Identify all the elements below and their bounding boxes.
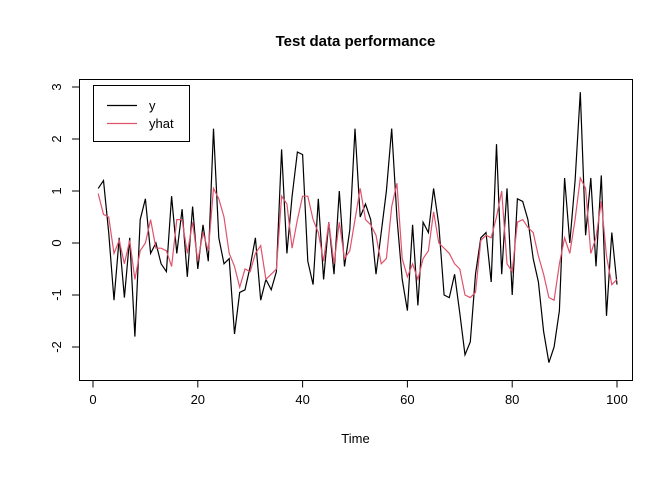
x-tick-label: 80 <box>505 392 519 407</box>
x-tick-label: 0 <box>89 392 96 407</box>
x-tick-label: 100 <box>606 392 628 407</box>
legend-label-y: y <box>149 98 156 113</box>
legend-box: y yhat <box>93 85 190 142</box>
series-line-yhat <box>97 175 618 302</box>
y-tick-label: -2 <box>49 341 64 353</box>
y-tick-label: 2 <box>49 135 64 142</box>
y-tick-label: 1 <box>49 187 64 194</box>
legend-label-yhat: yhat <box>149 116 174 131</box>
x-axis-title: Time <box>341 431 369 446</box>
series-line-y <box>97 92 618 363</box>
series-lines-layer <box>97 92 618 363</box>
legend-border <box>93 85 190 142</box>
y-tick-label: 3 <box>49 83 64 90</box>
x-tick-label: 40 <box>295 392 309 407</box>
chart-title: Test data performance <box>276 33 436 50</box>
axis-ticks-layer: 0 20 40 60 80 100 -2 -1 0 1 2 3 <box>49 83 628 407</box>
x-tick-label: 60 <box>400 392 414 407</box>
y-tick-label: 0 <box>49 239 64 246</box>
x-tick-label: 20 <box>191 392 205 407</box>
y-tick-label: -1 <box>49 289 64 301</box>
plot-border-box <box>79 79 633 381</box>
